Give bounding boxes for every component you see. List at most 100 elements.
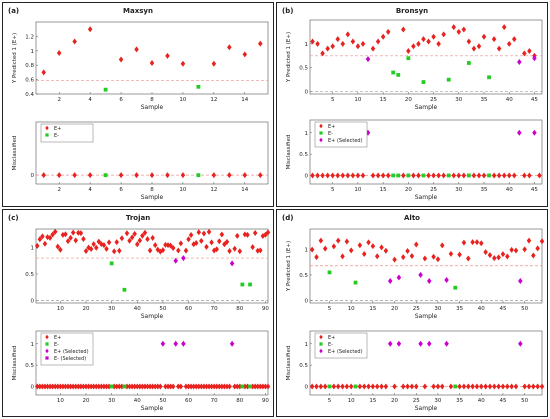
b-legend-label: E- bbox=[328, 131, 333, 137]
a-top-xtick-label: 14 bbox=[241, 97, 248, 103]
b-bot-E+-point bbox=[491, 172, 497, 179]
c-top-E+-point bbox=[193, 240, 199, 247]
c-bot-E+-point bbox=[47, 383, 53, 390]
c-bot-E+-point bbox=[209, 383, 214, 390]
c-top-E+ (Selected)-point bbox=[173, 257, 178, 264]
c-bot-E+-point bbox=[199, 383, 204, 390]
b-bot-E--point bbox=[466, 173, 471, 178]
c-bot-E+-point bbox=[50, 383, 55, 390]
d-bot-E+-point bbox=[440, 383, 445, 390]
b-bot-E+-point bbox=[522, 172, 527, 179]
b-top-E+-point bbox=[340, 40, 346, 47]
b-bot-E+-point bbox=[471, 172, 477, 179]
c-bot-E+-point bbox=[165, 383, 171, 390]
a-bot-E+-point bbox=[227, 172, 232, 179]
b-bot-E+-point bbox=[461, 172, 467, 179]
c-bot-E+ (Selected)-point bbox=[160, 340, 166, 347]
d-bot-xtick-label: 20 bbox=[391, 398, 398, 404]
d-top-xtick-label: 50 bbox=[521, 306, 528, 312]
b-top-plot-frame bbox=[309, 19, 543, 95]
a-top-E+-point bbox=[242, 51, 248, 58]
d-top-E+ (Selected)-point bbox=[444, 277, 449, 284]
c-bot-xtick-label: 70 bbox=[211, 398, 218, 404]
c-bot-E+-point bbox=[55, 383, 61, 390]
c-top-E+-point bbox=[250, 244, 255, 251]
b-bot-E+-point bbox=[416, 172, 421, 179]
c-bot-E+-point bbox=[101, 383, 107, 390]
a-top-E--point bbox=[196, 84, 201, 89]
a-top-xtick-label: 6 bbox=[119, 97, 123, 103]
c-bot-E+-point bbox=[252, 383, 258, 390]
d-top-E+-point bbox=[370, 243, 376, 250]
b-top-E+-point bbox=[496, 45, 502, 52]
b-top-E+-point bbox=[527, 48, 532, 55]
d-top-E+-point bbox=[535, 245, 540, 252]
c-top-E--point bbox=[122, 287, 127, 292]
c-bot-E+ (Selected)-point bbox=[229, 340, 235, 347]
b-legend-marker bbox=[319, 137, 323, 143]
d-bot-E+-point bbox=[348, 383, 354, 390]
d-xlabel: Sample bbox=[415, 405, 438, 412]
c-top-E--point bbox=[109, 261, 114, 266]
b-top-E+-point bbox=[416, 40, 421, 47]
c-top-E+-point bbox=[93, 244, 99, 251]
c-bot-E+-point bbox=[99, 383, 104, 390]
a-bot-xtick-label: 4 bbox=[88, 187, 92, 193]
b-bot-E--point bbox=[487, 173, 491, 178]
c-top-E+-point bbox=[214, 246, 219, 253]
c-top-E+-point bbox=[40, 233, 45, 240]
d-top-E+-point bbox=[496, 254, 501, 261]
c-top-E+-point bbox=[258, 247, 263, 254]
c-top-xtick-label: 50 bbox=[159, 306, 166, 312]
a-top-E+-point bbox=[56, 49, 62, 56]
a-legend-marker bbox=[45, 133, 49, 137]
d-top-E+-point bbox=[340, 253, 345, 260]
c-top-E+-point bbox=[160, 247, 166, 254]
a-bot-E+-point bbox=[242, 172, 248, 179]
c-top-E+-point bbox=[186, 236, 191, 243]
d-top-E+-point bbox=[409, 253, 415, 260]
b-legend-box bbox=[314, 121, 368, 148]
c-bot-E+-point bbox=[263, 383, 268, 390]
d-bot-ytick-label: 0.5 bbox=[299, 363, 308, 369]
c-top-E+-point bbox=[78, 230, 84, 237]
b-top-xtick-label: 45 bbox=[531, 97, 538, 103]
d-top-E+-point bbox=[357, 242, 363, 249]
a-top-E+-point bbox=[211, 60, 217, 67]
b-top-E+-point bbox=[320, 50, 325, 57]
d-bot-E+-point bbox=[479, 383, 484, 390]
d-bot-E+-point bbox=[505, 383, 510, 390]
c-bot-E+-point bbox=[234, 383, 240, 390]
c-bot-E+-point bbox=[83, 383, 89, 390]
d-top-E+-point bbox=[392, 256, 397, 263]
c-bot-E+-point bbox=[255, 383, 260, 390]
d-top-E+-point bbox=[405, 248, 410, 255]
c-top-E+-point bbox=[65, 238, 71, 245]
c-bot-E+-point bbox=[214, 383, 219, 390]
b-bot-E+-point bbox=[380, 172, 386, 179]
d-xlabel: Sample bbox=[415, 313, 438, 320]
a-top-plot-frame bbox=[35, 21, 269, 95]
c-bot-E+-point bbox=[96, 383, 102, 390]
c-top-E+-point bbox=[111, 248, 117, 255]
d-bot-E--point bbox=[453, 384, 458, 389]
d-bot-E--point bbox=[353, 384, 358, 389]
d-bot-xtick-label: 25 bbox=[413, 398, 420, 404]
b-bot-E--point bbox=[421, 173, 426, 178]
d-bot-E+ (Selected)-point bbox=[387, 340, 393, 347]
a-bot-E+-point bbox=[72, 172, 77, 179]
a-bot-E+-point bbox=[134, 172, 139, 179]
c-bot-xtick-label: 80 bbox=[236, 398, 243, 404]
b-bot-xtick-label: 40 bbox=[506, 187, 513, 193]
c-top-E+-point bbox=[137, 237, 143, 244]
c-bot-E+-point bbox=[114, 383, 120, 390]
c-bot-E+-point bbox=[176, 383, 181, 390]
a-bot-E+-point bbox=[118, 172, 124, 179]
d-bot-E+-point bbox=[492, 383, 497, 390]
d-top-E+-point bbox=[440, 242, 445, 249]
panel-maxsyn bbox=[2, 2, 274, 207]
a-bot-E+-point bbox=[87, 172, 93, 179]
d-legend-label: E+ bbox=[328, 335, 335, 341]
b-top-E+-point bbox=[471, 45, 477, 52]
d-bot-E+-point bbox=[461, 383, 467, 390]
